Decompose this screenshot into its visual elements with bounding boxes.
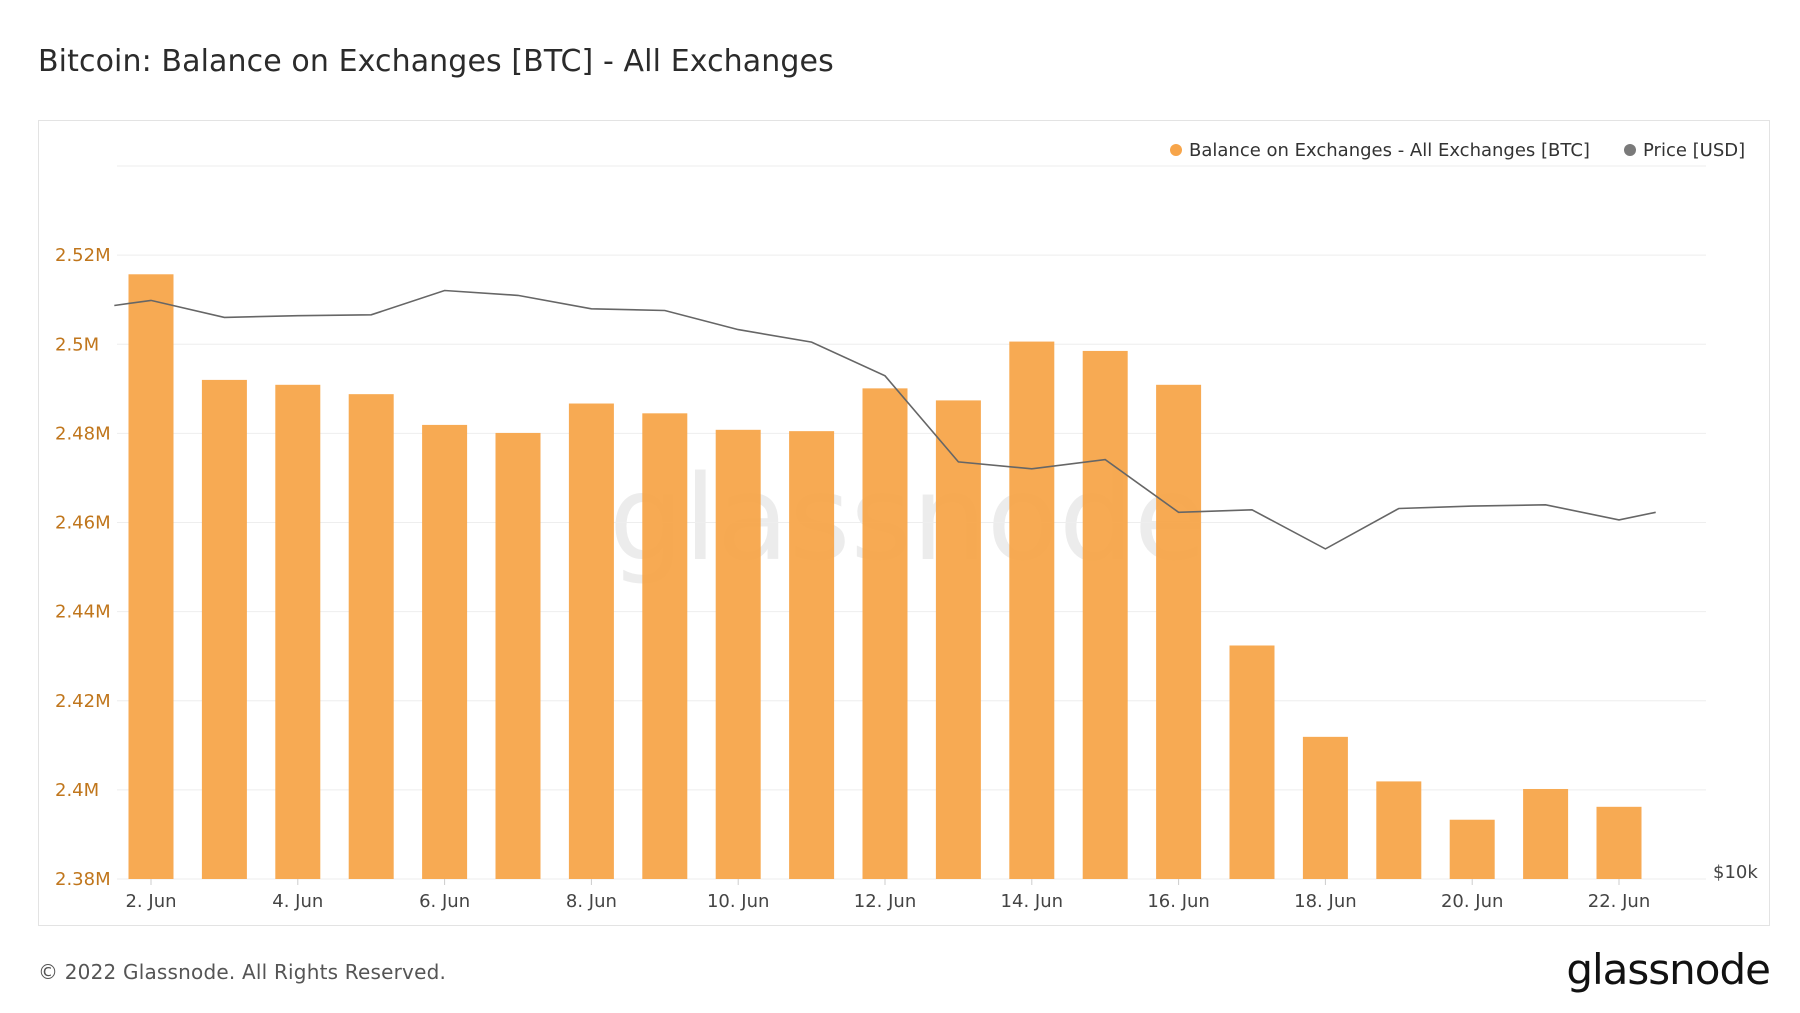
chart-svg: glassnode 2.38M2.4M2.42M2.44M2.46M2.48M2… <box>55 140 1758 912</box>
bar[interactable] <box>1449 819 1495 879</box>
bar[interactable] <box>1082 350 1128 879</box>
legend-label[interactable]: Price [USD] <box>1643 140 1745 161</box>
legend-dot <box>1170 144 1182 156</box>
y-tick-label: 2.42M <box>55 691 111 712</box>
y-tick-label: 2.46M <box>55 513 111 534</box>
bar[interactable] <box>789 431 835 879</box>
x-tick-label: 8. Jun <box>566 891 617 912</box>
y-tick-label: 2.52M <box>55 245 111 266</box>
y-tick-label: 2.44M <box>55 602 111 623</box>
y-tick-label: 2.4M <box>55 780 99 801</box>
glassnode-logo: glassnode <box>1566 945 1771 994</box>
bar[interactable] <box>1009 341 1055 879</box>
y-right-tick-label: $10k <box>1713 862 1758 883</box>
x-tick-label: 12. Jun <box>854 891 916 912</box>
bar[interactable] <box>1523 788 1569 879</box>
bar[interactable] <box>128 274 174 879</box>
bar[interactable] <box>935 400 981 879</box>
bar[interactable] <box>201 379 247 879</box>
bar[interactable] <box>642 413 688 879</box>
y-tick-label: 2.38M <box>55 869 111 890</box>
legend[interactable]: Balance on Exchanges - All Exchanges [BT… <box>1170 140 1745 161</box>
bar[interactable] <box>1302 736 1348 879</box>
x-tick-label: 14. Jun <box>1001 891 1063 912</box>
bar[interactable] <box>1229 645 1275 879</box>
legend-dot <box>1624 144 1636 156</box>
x-tick-label: 4. Jun <box>272 891 323 912</box>
bar[interactable] <box>348 394 394 879</box>
x-tick-label: 18. Jun <box>1294 891 1356 912</box>
legend-label[interactable]: Balance on Exchanges - All Exchanges [BT… <box>1189 140 1590 161</box>
y-tick-label: 2.48M <box>55 423 111 444</box>
x-axis: 2. Jun 4. Jun 6. Jun 8. Jun 10. Jun 12. Jun 14… <box>125 879 1650 912</box>
y-tick-label: 2.5M <box>55 334 99 355</box>
bar[interactable] <box>1596 806 1642 879</box>
chart-frame: glassnode 2.38M 2.4M 2.42M 2.44M 2.46M 2.48M 2… <box>38 120 1770 926</box>
bar[interactable] <box>715 429 761 879</box>
x-tick-label: 22. Jun <box>1588 891 1650 912</box>
x-tick-label: 20. Jun <box>1441 891 1503 912</box>
bar[interactable] <box>1156 384 1202 879</box>
y-axis-left: 2.38M 2.4M 2.42M 2.44M 2.46M 2.48M 2.5M 2.52M <box>55 245 111 890</box>
chart-title: Bitcoin: Balance on Exchanges [BTC] - Al… <box>38 44 834 79</box>
x-tick-label: 6. Jun <box>419 891 470 912</box>
price-line <box>114 289 1656 550</box>
x-tick-label: 16. Jun <box>1147 891 1209 912</box>
bar[interactable] <box>862 388 908 879</box>
y-axis-right: $10k <box>1713 862 1758 883</box>
bar[interactable] <box>495 432 541 879</box>
x-tick-label: 2. Jun <box>125 891 176 912</box>
bar[interactable] <box>422 424 468 879</box>
bar[interactable] <box>1376 781 1422 879</box>
bars-layer <box>128 274 1642 879</box>
x-tick-label: 10. Jun <box>707 891 769 912</box>
bar[interactable] <box>275 384 321 879</box>
copyright-text: © 2022 Glassnode. All Rights Reserved. <box>38 960 447 984</box>
price-line-layer <box>114 289 1656 550</box>
bar[interactable] <box>568 403 614 879</box>
